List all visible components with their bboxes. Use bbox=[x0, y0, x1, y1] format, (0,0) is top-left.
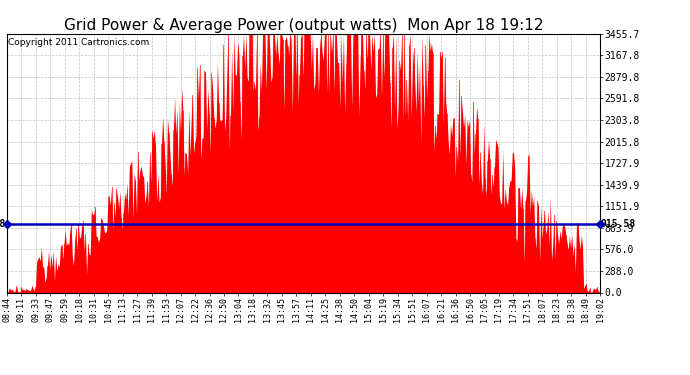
Title: Grid Power & Average Power (output watts)  Mon Apr 18 19:12: Grid Power & Average Power (output watts… bbox=[64, 18, 543, 33]
Text: 915.58: 915.58 bbox=[601, 219, 636, 229]
Text: 915.58: 915.58 bbox=[0, 219, 6, 229]
Text: Copyright 2011 Cartronics.com: Copyright 2011 Cartronics.com bbox=[8, 38, 149, 46]
